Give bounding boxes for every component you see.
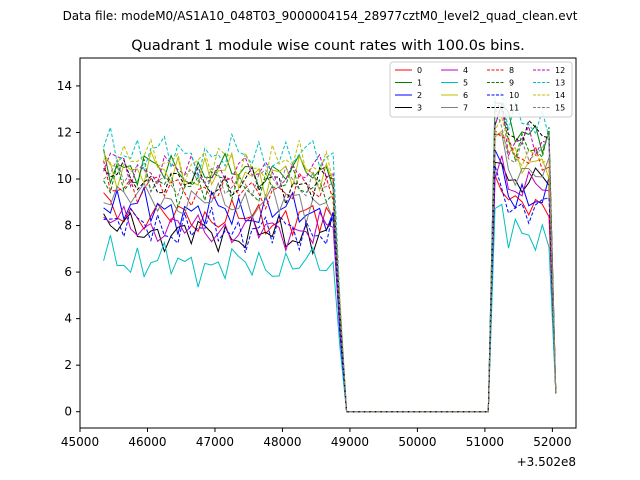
legend-label-9: 9 xyxy=(509,79,514,88)
legend-label-12: 12 xyxy=(555,66,565,75)
series-line-10 xyxy=(103,165,557,413)
x-tick-label: 49000 xyxy=(331,435,369,449)
legend-label-13: 13 xyxy=(555,79,565,88)
x-tick-label: 51000 xyxy=(466,435,504,449)
x-tick-label: 48000 xyxy=(263,435,301,449)
legend-label-2: 2 xyxy=(417,91,422,100)
legend-label-8: 8 xyxy=(509,66,514,75)
legend-label-15: 15 xyxy=(555,104,565,113)
x-offset-label: +3.502e8 xyxy=(517,455,576,469)
x-tick-label: 52000 xyxy=(533,435,571,449)
y-tick-label: 8 xyxy=(64,219,72,233)
y-axis: 0 2 4 6 8 10 12 14 xyxy=(57,79,80,419)
chart-title: Quadrant 1 module wise count rates with … xyxy=(131,38,525,54)
series-line-12 xyxy=(103,103,557,413)
series-line-14 xyxy=(103,116,557,413)
series-line-2 xyxy=(103,149,557,413)
legend-label-4: 4 xyxy=(463,66,468,75)
legend-label-10: 10 xyxy=(509,91,519,100)
plot-area xyxy=(103,92,557,413)
y-tick-label: 12 xyxy=(57,125,72,139)
legend-label-0: 0 xyxy=(417,66,422,75)
series-line-13 xyxy=(103,92,557,413)
series-line-11 xyxy=(103,102,557,413)
series-line-4 xyxy=(103,155,557,413)
x-tick-label: 45000 xyxy=(61,435,99,449)
y-tick-label: 14 xyxy=(57,79,72,93)
y-tick-label: 4 xyxy=(64,312,72,326)
y-tick-label: 10 xyxy=(57,172,72,186)
x-axis: 45000 46000 47000 48000 49000 50000 51000 52000 xyxy=(61,428,571,449)
series-line-1 xyxy=(103,102,557,413)
legend-label-1: 1 xyxy=(417,79,422,88)
y-tick-label: 6 xyxy=(64,265,72,279)
legend-label-5: 5 xyxy=(463,79,468,88)
chart-suptitle: Data file: modeM0/AS1A10_048T03_90000041… xyxy=(63,9,578,23)
series-line-9 xyxy=(103,100,557,413)
y-tick-label: 0 xyxy=(64,405,72,419)
axes-frame xyxy=(79,57,577,429)
x-tick-label: 46000 xyxy=(128,435,166,449)
legend-label-7: 7 xyxy=(463,104,468,113)
x-tick-label: 47000 xyxy=(196,435,234,449)
legend-label-14: 14 xyxy=(555,91,565,100)
x-tick-label: 50000 xyxy=(398,435,436,449)
legend-label-11: 11 xyxy=(509,104,519,113)
y-tick-label: 2 xyxy=(64,358,72,372)
legend-label-6: 6 xyxy=(463,91,468,100)
series-line-15 xyxy=(103,107,557,413)
legend-label-3: 3 xyxy=(417,104,422,113)
legend-frame xyxy=(389,61,573,118)
